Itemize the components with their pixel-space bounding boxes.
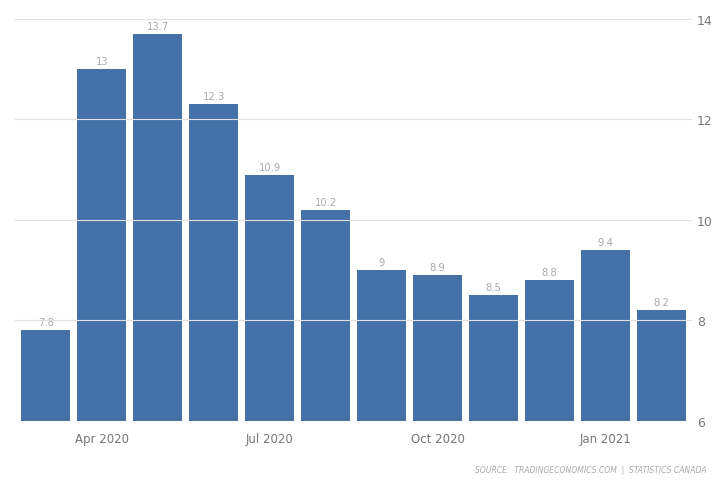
Text: 10.9: 10.9 [258,162,281,172]
Bar [581,250,630,484]
Text: 9.4: 9.4 [598,238,614,247]
Text: 7.8: 7.8 [38,318,54,328]
Text: 10.2: 10.2 [314,197,337,207]
Text: 8.8: 8.8 [542,268,558,277]
Bar [77,70,127,484]
Text: 8.5: 8.5 [486,283,502,292]
Bar [357,271,406,484]
Bar [525,281,574,484]
Bar [469,296,518,484]
Text: 13.7: 13.7 [146,22,169,32]
Text: SOURCE:  TRADINGECONOMICS.COM  |  STATISTICS CANADA: SOURCE: TRADINGECONOMICS.COM | STATISTIC… [475,465,706,474]
Text: 9: 9 [379,257,385,268]
Text: 12.3: 12.3 [202,92,225,102]
Bar [637,311,686,484]
Bar [413,275,462,484]
Bar [301,211,350,484]
Text: 8.9: 8.9 [430,262,446,272]
Bar [21,331,71,484]
Text: 8.2: 8.2 [654,298,670,307]
Text: 13: 13 [95,57,108,67]
Bar [245,175,294,484]
Bar [133,35,182,484]
Bar [189,105,238,484]
